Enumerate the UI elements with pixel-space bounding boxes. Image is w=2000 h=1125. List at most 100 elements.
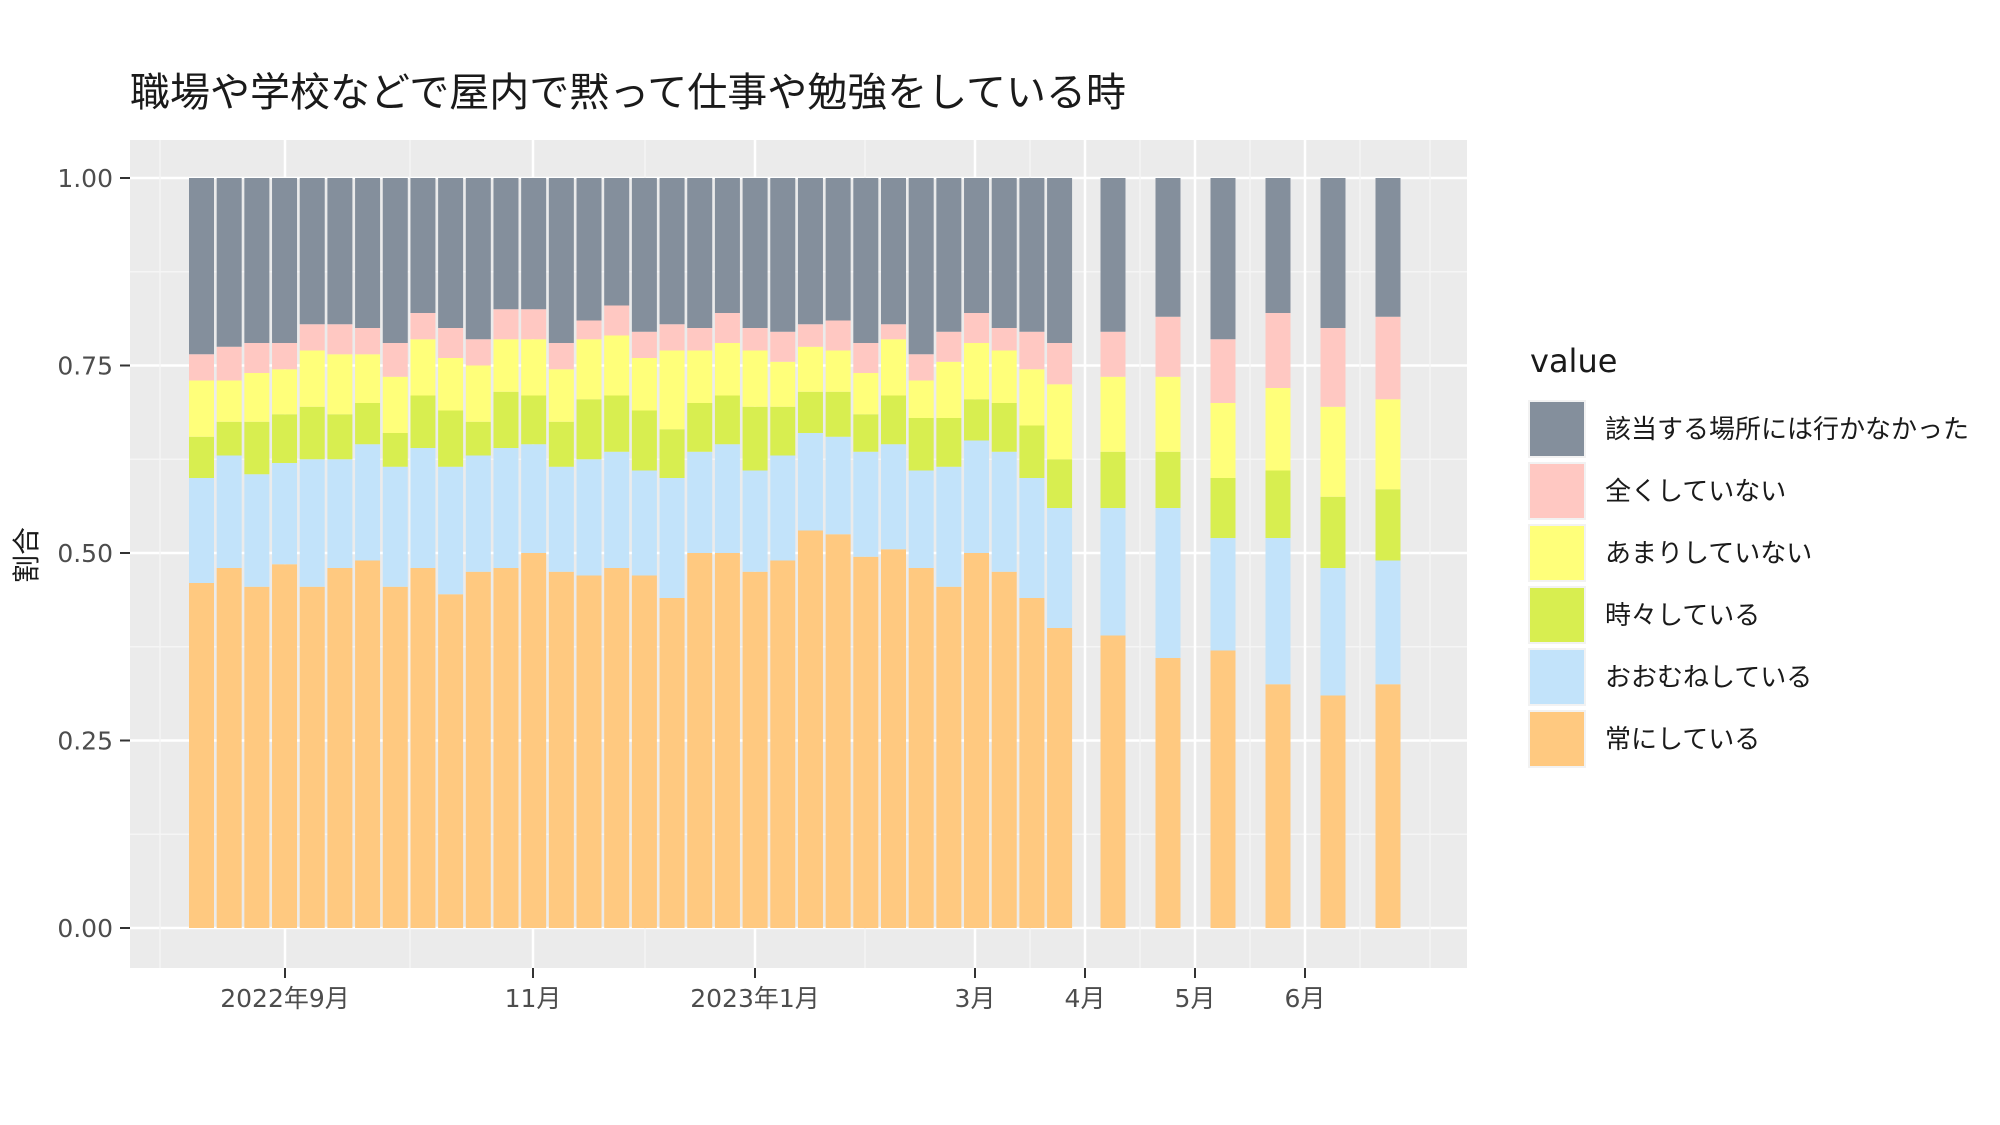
bar-segment: [659, 478, 685, 598]
bar-segment: [355, 403, 381, 445]
bar-segment: [1375, 399, 1401, 490]
bar-segment: [493, 339, 519, 392]
bar-segment: [742, 350, 768, 407]
bar-segment: [853, 414, 879, 452]
bar-segment: [908, 380, 934, 418]
bar-segment: [1210, 478, 1236, 538]
bar-segment: [631, 410, 657, 471]
bar-segment: [714, 553, 740, 928]
bar-segment: [382, 343, 408, 377]
legend-swatch: [1530, 464, 1584, 518]
legend-label: 常にしている: [1605, 725, 1760, 755]
bar-segment: [714, 444, 740, 553]
bar-segment: [1210, 178, 1236, 340]
bar-segment: [1100, 376, 1126, 452]
bar-segment: [576, 339, 602, 400]
bar-segment: [410, 448, 436, 568]
y-tick-label: 0.25: [57, 727, 113, 756]
bar-segment: [797, 530, 823, 928]
bar-segment: [327, 568, 353, 928]
bar-segment: [659, 598, 685, 928]
bar-segment: [991, 571, 1017, 928]
bar-segment: [327, 414, 353, 460]
bar-segment: [687, 350, 713, 403]
bar-segment: [438, 328, 464, 358]
bar-segment: [1019, 178, 1045, 332]
bar-segment: [1210, 538, 1236, 651]
bar-segment: [1047, 628, 1073, 928]
bar-segment: [216, 455, 242, 568]
bar-segment: [272, 178, 298, 343]
bar-segment: [465, 339, 491, 366]
bar-segment: [604, 451, 630, 568]
bar-segment: [189, 478, 214, 583]
bar-segment: [797, 346, 823, 392]
bar-segment: [438, 466, 464, 595]
bar-segment: [631, 470, 657, 576]
bar-segment: [853, 343, 879, 373]
bar-segment: [936, 466, 962, 587]
bar-segment: [299, 586, 325, 928]
bar-segment: [493, 178, 519, 310]
bar-segment: [1320, 695, 1346, 928]
bar-segment: [936, 178, 962, 332]
bar-segment: [438, 410, 464, 467]
bar-segment: [244, 178, 270, 343]
bar-segment: [1047, 384, 1073, 460]
bar-segment: [382, 376, 408, 433]
bar-segment: [936, 361, 962, 418]
bar-segment: [825, 350, 851, 392]
bar-segment: [631, 178, 657, 332]
y-axis-title: 割合: [10, 527, 43, 583]
bar-segment: [1100, 178, 1126, 332]
bar-segment: [1155, 316, 1181, 377]
bar-segment: [1375, 178, 1401, 317]
bar-segment: [631, 358, 657, 411]
y-tick-label: 1.00: [57, 164, 113, 193]
bar-segment: [714, 395, 740, 445]
bar-segment: [548, 369, 574, 422]
bar-segment: [1265, 538, 1291, 685]
bar-segment: [604, 335, 630, 396]
bar-segment: [797, 433, 823, 531]
bar-segment: [1210, 403, 1236, 478]
bar-segment: [1320, 328, 1346, 407]
bar-segment: [493, 448, 519, 568]
bar-segment: [853, 556, 879, 928]
bar-segment: [964, 440, 990, 553]
bar-segment: [189, 354, 214, 381]
bar-segment: [1019, 478, 1045, 598]
bar-segment: [548, 466, 574, 572]
bar-segment: [964, 399, 990, 441]
bar-segment: [1155, 376, 1181, 452]
legend-label: 時々している: [1605, 601, 1760, 631]
bar-segment: [355, 560, 381, 928]
bar-segment: [1265, 470, 1291, 538]
bar-segment: [742, 470, 768, 572]
bar-segment: [825, 534, 851, 928]
bar-segment: [355, 178, 381, 328]
bar-segment: [991, 451, 1017, 572]
bar-segment: [548, 571, 574, 928]
x-tick-label: 2023年1月: [690, 984, 820, 1013]
legend-label: おおむねしている: [1605, 663, 1812, 693]
bar-segment: [521, 309, 547, 340]
bar-segment: [465, 455, 491, 572]
bar-segment: [1155, 451, 1181, 508]
bar-segment: [1210, 339, 1236, 403]
x-tick-label: 6月: [1285, 984, 1326, 1013]
bar-segment: [1375, 489, 1401, 561]
bar-segment: [1265, 313, 1291, 388]
bar-segment: [1265, 388, 1291, 471]
bar-segment: [604, 178, 630, 306]
bar-segment: [465, 571, 491, 928]
bar-segment: [659, 178, 685, 325]
x-axis: 2022年9月 11月 2023年1月 3月 4月 5月 6月: [220, 968, 1325, 1013]
bar-segment: [936, 418, 962, 467]
bar-segment: [382, 433, 408, 467]
bar-segment: [1320, 406, 1346, 497]
bar-segment: [964, 553, 990, 928]
bar-segment: [1019, 331, 1045, 370]
bar-segment: [327, 324, 353, 355]
legend-swatch: [1530, 402, 1584, 456]
